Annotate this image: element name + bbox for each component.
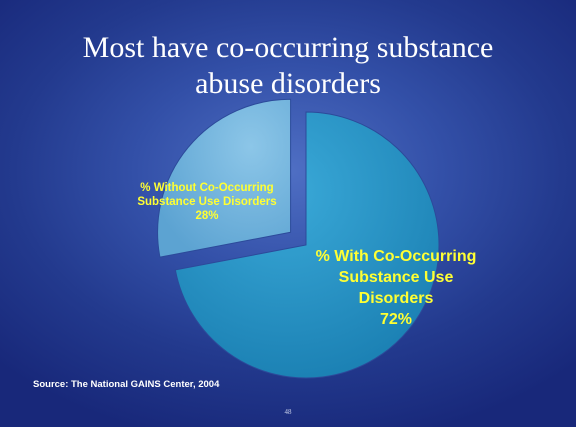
slice-label-with-line-2: Substance Use — [338, 269, 454, 286]
page-number: 48 — [284, 408, 292, 416]
slice-label-with-value: 72% — [379, 311, 413, 328]
slice-label-with-line-1: % With Co-Occurring — [315, 248, 477, 265]
source-note: Source: The National GAINS Center, 2004 — [33, 379, 220, 390]
slice-label-with-line-3: Disorders — [358, 290, 434, 307]
slice-label-with: % With Co-Occurring Substance Use Disord… — [296, 246, 496, 330]
slice-label-without-line-2: Substance Use Disorders — [137, 196, 277, 208]
slide-title-line-2: abuse disorders — [195, 67, 381, 100]
pie-slice-without — [157, 98, 292, 258]
slice-label-without-value: 28% — [195, 210, 219, 222]
slice-label-without: % Without Co-Occurring Substance Use Dis… — [112, 181, 302, 223]
slide-title-line-1: Most have co-occurring substance — [82, 31, 494, 64]
pie-slice-with — [174, 111, 440, 379]
slice-label-without-line-1: % Without Co-Occurring — [140, 182, 274, 194]
slide-title: Most have co-occurring substance abuse d… — [0, 30, 576, 102]
